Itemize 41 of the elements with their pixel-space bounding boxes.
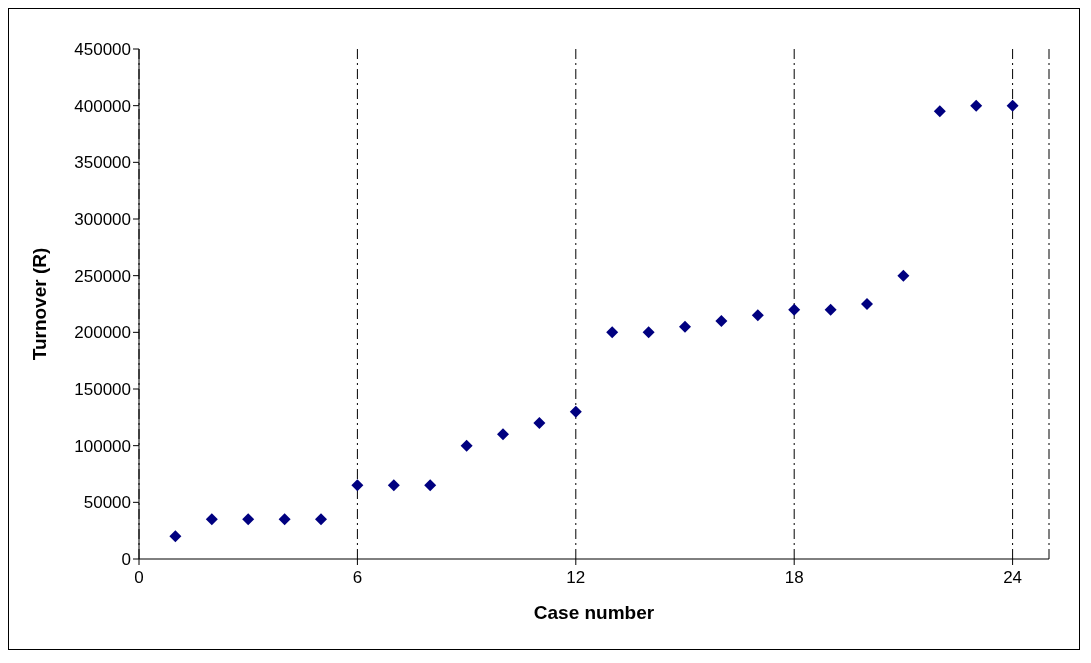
point	[788, 303, 801, 316]
point	[205, 513, 218, 526]
point	[497, 428, 509, 441]
x-tick-label: 24	[1003, 568, 1023, 588]
x-tick-label: 6	[352, 568, 363, 588]
point	[169, 530, 182, 543]
y-tick-label: 450000	[74, 40, 131, 60]
point	[424, 479, 437, 492]
point	[679, 320, 691, 333]
point	[861, 298, 873, 310]
y-tick-label: 400000	[74, 96, 131, 116]
point	[278, 513, 291, 526]
y-tick-label: 350000	[74, 153, 131, 173]
x-tick-label: 12	[566, 568, 586, 588]
point	[933, 105, 946, 118]
x-tick-label: 18	[784, 568, 804, 588]
y-tick-label: 300000	[74, 210, 131, 230]
y-tick-label: 0	[121, 550, 131, 570]
y-tick-label: 50000	[83, 493, 131, 513]
y-tick-label: 200000	[74, 323, 131, 343]
x-tick-label: 0	[134, 568, 144, 588]
point	[569, 405, 582, 418]
point	[715, 315, 728, 327]
point	[642, 326, 655, 339]
point	[460, 439, 473, 452]
point	[533, 417, 546, 429]
point	[351, 479, 364, 492]
point	[606, 326, 619, 339]
point	[1006, 99, 1019, 112]
point	[897, 269, 910, 282]
point	[824, 303, 837, 316]
y-tick-label: 250000	[74, 266, 131, 286]
x-axis-title: Case number	[533, 602, 655, 623]
point	[315, 513, 327, 526]
point	[970, 99, 983, 112]
point	[751, 309, 764, 322]
y-tick-label: 150000	[74, 380, 131, 400]
y-tick-label: 100000	[74, 436, 131, 456]
y-axis-title: Turnover (R)	[28, 247, 50, 361]
point	[387, 479, 400, 492]
point	[242, 513, 255, 526]
